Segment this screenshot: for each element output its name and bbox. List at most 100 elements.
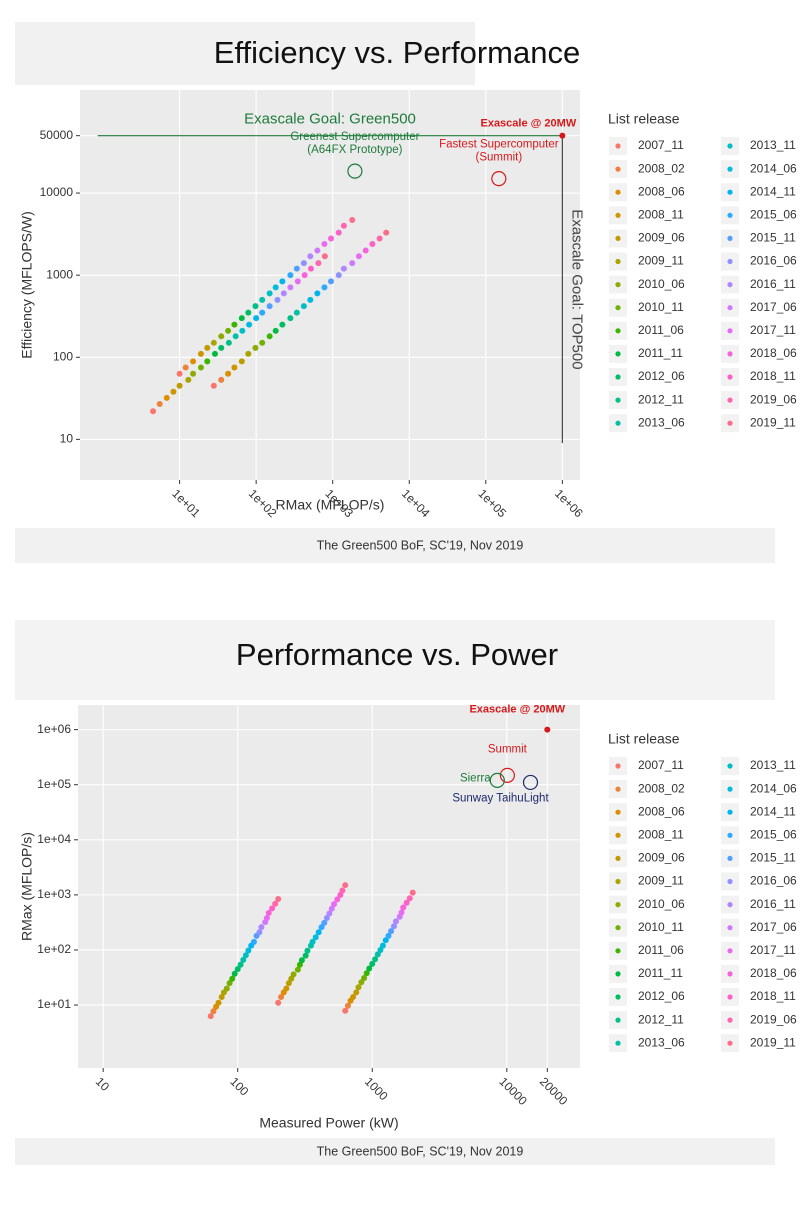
legend-label: 2007_11 xyxy=(638,758,684,772)
legend-label: 2009_06 xyxy=(638,851,685,865)
data-point xyxy=(349,260,356,267)
legend-marker xyxy=(727,1040,733,1046)
data-point xyxy=(218,376,225,383)
x-tick-label: 1e+05 xyxy=(475,486,509,520)
data-point xyxy=(294,966,301,973)
data-point xyxy=(238,358,245,365)
data-point xyxy=(398,909,405,916)
data-point xyxy=(302,952,309,959)
data-point xyxy=(215,999,222,1006)
legend-marker xyxy=(615,397,621,403)
y-tick-label: 1e+03 xyxy=(37,887,71,901)
data-point xyxy=(182,364,189,371)
legend-marker xyxy=(727,786,733,792)
data-point xyxy=(272,327,279,334)
title-band xyxy=(15,620,775,700)
legend-marker xyxy=(615,1040,621,1046)
x-tick-label: 10000 xyxy=(496,1074,530,1108)
data-point xyxy=(237,961,244,968)
data-point xyxy=(321,919,328,926)
data-point xyxy=(382,937,389,944)
data-point xyxy=(300,303,307,310)
data-point xyxy=(377,946,384,953)
legend-marker xyxy=(615,786,621,792)
legend-marker xyxy=(727,878,733,885)
data-point xyxy=(207,1013,214,1020)
data-point xyxy=(390,923,397,930)
y-tick-label: 10000 xyxy=(40,185,74,199)
data-point xyxy=(204,358,211,365)
data-point xyxy=(385,932,392,939)
legend-label: 2017_11 xyxy=(750,323,796,337)
legend-label: 2017_06 xyxy=(750,920,797,934)
data-point xyxy=(314,290,321,297)
legend-marker xyxy=(615,212,621,218)
legend-marker xyxy=(615,994,621,1000)
x-tick-label: 1e+01 xyxy=(169,486,203,520)
data-point xyxy=(263,915,270,922)
data-point xyxy=(290,971,297,978)
legend-label: 2016_06 xyxy=(750,874,797,888)
data-point xyxy=(253,315,260,322)
legend-marker xyxy=(615,305,621,311)
legend-marker xyxy=(727,832,733,838)
legend-label: 2008_02 xyxy=(638,781,685,795)
data-point xyxy=(339,887,346,894)
data-point xyxy=(406,895,413,902)
data-point xyxy=(223,985,230,992)
data-point xyxy=(259,309,266,316)
data-point xyxy=(190,358,197,365)
data-point xyxy=(211,350,218,357)
legend-marker xyxy=(727,282,733,288)
y-tick-label: 100 xyxy=(53,349,73,363)
y-axis-label: RMax (MFLOP/s) xyxy=(19,832,35,941)
legend-label: 2011_11 xyxy=(638,346,683,360)
data-point xyxy=(307,265,314,272)
legend-label: 2010_11 xyxy=(638,300,684,314)
data-point xyxy=(210,339,217,346)
data-point xyxy=(312,934,319,941)
legend-marker xyxy=(727,305,733,311)
y-tick-label: 1e+06 xyxy=(37,722,71,736)
legend-marker xyxy=(615,282,621,288)
data-point xyxy=(293,265,300,272)
legend-label: 2015_06 xyxy=(750,207,797,221)
highlight-label: Sierra xyxy=(460,772,491,784)
highlight-circle xyxy=(499,767,515,783)
caption-band xyxy=(15,528,775,563)
data-point xyxy=(355,984,362,991)
data-point xyxy=(321,253,328,260)
legend-marker xyxy=(727,166,733,172)
data-point xyxy=(231,364,238,371)
exascale-point xyxy=(544,726,551,733)
legend-marker xyxy=(615,763,621,769)
data-point xyxy=(287,284,294,291)
y-tick-label: 1e+02 xyxy=(37,942,71,956)
legend-marker xyxy=(727,351,733,357)
legend-marker xyxy=(727,397,733,403)
data-point xyxy=(210,1008,217,1015)
legend-label: 2018_06 xyxy=(750,966,797,980)
data-point xyxy=(363,970,370,977)
data-point xyxy=(403,899,410,906)
data-point xyxy=(240,956,247,963)
legend-marker xyxy=(615,855,621,862)
data-point xyxy=(266,290,273,297)
legend-marker xyxy=(615,143,621,149)
chart-title: Performance vs. Power xyxy=(236,637,558,672)
data-point xyxy=(287,315,294,322)
data-point xyxy=(225,339,232,346)
data-point xyxy=(170,388,177,395)
legend-label: 2014_06 xyxy=(750,781,797,795)
legend-marker xyxy=(615,902,621,908)
data-point xyxy=(283,985,290,992)
data-point xyxy=(383,229,390,236)
data-point xyxy=(304,947,311,954)
legend-marker xyxy=(615,189,621,195)
data-point xyxy=(231,970,238,977)
legend-label: 2013_11 xyxy=(750,758,796,772)
legend-label: 2008_11 xyxy=(638,207,684,221)
legend-label: 2009_11 xyxy=(638,254,684,268)
data-point xyxy=(293,309,300,316)
